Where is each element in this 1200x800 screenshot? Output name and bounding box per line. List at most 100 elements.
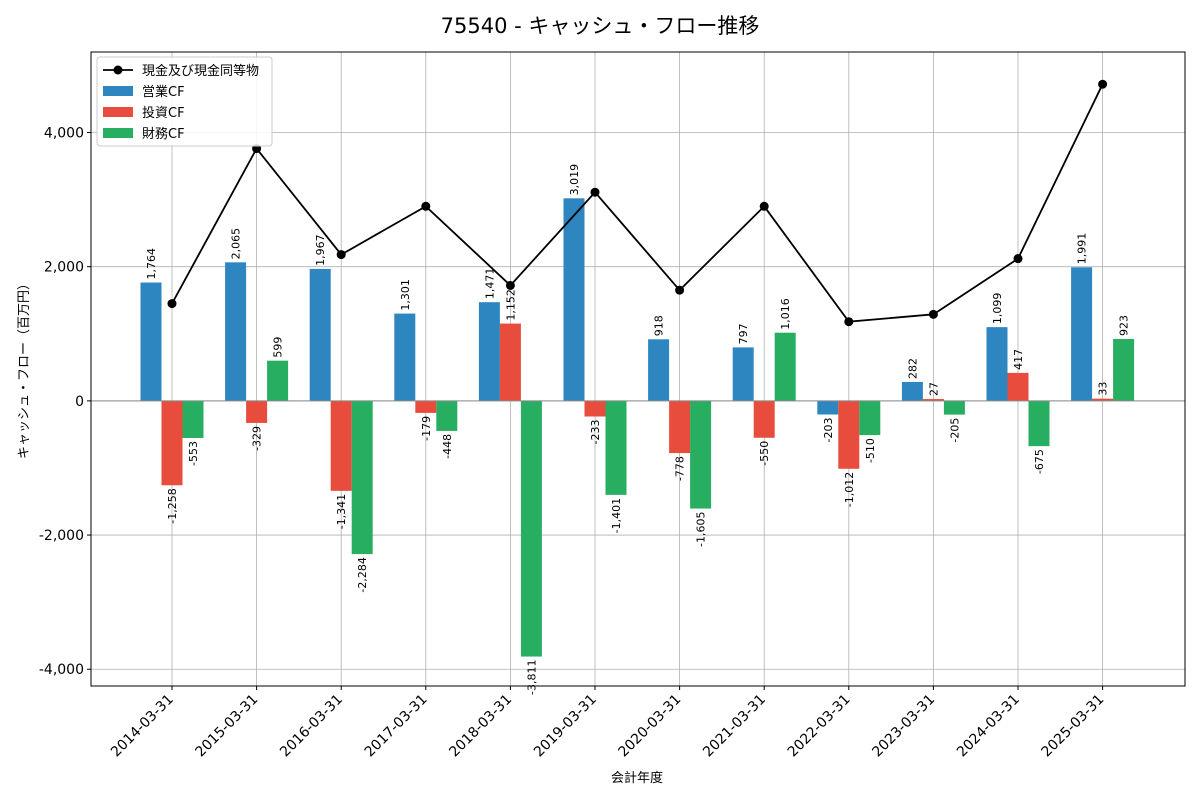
bar-value-label: -550 xyxy=(758,441,771,466)
bar-investing-cf xyxy=(584,400,606,417)
grid-lines xyxy=(91,52,1185,686)
x-tick-label: 2017-03-31 xyxy=(362,692,431,761)
bar-operating-cf xyxy=(563,198,585,401)
legend-label: 投資CF xyxy=(142,105,185,121)
bar-financing-cf xyxy=(690,400,712,509)
x-tick-label: 2023-03-31 xyxy=(869,692,938,761)
bar-value-label: -3,811 xyxy=(525,660,538,695)
bar-value-label: 1,967 xyxy=(314,234,327,266)
bar-value-label: 599 xyxy=(272,337,285,358)
x-tick-label: 2015-03-31 xyxy=(193,692,262,761)
bar-value-label: 797 xyxy=(737,323,750,344)
bar-value-label: -510 xyxy=(864,438,877,463)
legend-bar-swatch xyxy=(103,128,133,138)
bar-value-label: -205 xyxy=(948,418,961,443)
cash-equivalents-point xyxy=(336,250,346,260)
y-tick-label: -2,000 xyxy=(39,528,84,544)
bar-value-label: -1,605 xyxy=(695,512,708,547)
bar-investing-cf xyxy=(415,400,437,413)
legend-label: 営業CF xyxy=(142,84,185,100)
bar-value-label: -1,341 xyxy=(335,494,348,529)
bar-value-label: -778 xyxy=(674,456,687,481)
y-tick-label: 4,000 xyxy=(44,126,84,142)
bar-value-label: 33 xyxy=(1097,382,1110,396)
bars xyxy=(140,198,1135,657)
y-axis-title: キャッシュ・フロー（百万円） xyxy=(17,277,32,459)
bar-financing-cf xyxy=(182,400,204,438)
bar-value-label: 918 xyxy=(653,315,666,336)
bar-financing-cf xyxy=(436,400,458,431)
bar-investing-cf xyxy=(753,400,775,438)
bar-financing-cf xyxy=(1113,338,1135,401)
bar-financing-cf xyxy=(267,360,289,401)
bar-value-label: 282 xyxy=(906,358,919,379)
bar-value-label: 2,065 xyxy=(230,228,243,260)
bar-operating-cf xyxy=(478,302,500,401)
bar-financing-cf xyxy=(943,400,965,415)
bar-operating-cf xyxy=(394,313,416,401)
x-tick-label: 2021-03-31 xyxy=(700,692,769,761)
bar-value-label: -179 xyxy=(420,416,433,441)
bar-investing-cf xyxy=(838,400,860,469)
legend-bar-swatch xyxy=(103,107,133,117)
bar-operating-cf xyxy=(140,282,162,401)
bar-investing-cf xyxy=(330,400,352,491)
cash-equivalents-point xyxy=(1013,254,1023,264)
cash-equivalents-point xyxy=(844,317,854,327)
bar-value-label: 1,099 xyxy=(991,293,1004,325)
x-tick-label: 2018-03-31 xyxy=(446,692,515,761)
cash-equivalents-point xyxy=(759,201,769,211)
bar-investing-cf xyxy=(922,399,944,401)
bar-value-label: 923 xyxy=(1118,315,1131,336)
bar-value-label: -203 xyxy=(822,417,835,442)
x-tick-label: 2014-03-31 xyxy=(108,692,177,761)
x-tick-label: 2020-03-31 xyxy=(616,692,685,761)
bar-operating-cf xyxy=(901,381,923,401)
y-tick-label: 2,000 xyxy=(44,260,84,276)
x-tick-label: 2024-03-31 xyxy=(954,692,1023,761)
bar-operating-cf xyxy=(1071,267,1093,401)
bar-operating-cf xyxy=(732,347,754,401)
bar-value-label: 27 xyxy=(927,382,940,396)
plot-frame xyxy=(90,51,1186,687)
cash-equivalents-point xyxy=(505,280,515,290)
bar-value-label: 1,301 xyxy=(399,279,412,311)
legend-label: 現金及び現金同等物 xyxy=(142,63,259,79)
legend-bar-swatch xyxy=(103,86,133,96)
data-labels: 1,764 2,065 1,967 1,301 1,471 3,019 918 797 -203… xyxy=(145,164,1131,695)
bar-value-label: 1,991 xyxy=(1076,233,1089,265)
bar-operating-cf xyxy=(986,327,1008,401)
x-tick-label: 2025-03-31 xyxy=(1039,692,1108,761)
legend-box xyxy=(96,56,273,147)
bar-value-label: 1,764 xyxy=(145,248,158,280)
bar-operating-cf xyxy=(309,268,331,401)
cash-equivalents-point xyxy=(590,187,600,197)
bar-value-label: 1,016 xyxy=(779,298,792,330)
bar-value-label: -233 xyxy=(589,419,602,444)
legend-marker-swatch xyxy=(113,65,123,75)
bar-financing-cf xyxy=(1028,400,1050,447)
bar-investing-cf xyxy=(669,400,691,454)
bar-value-label: 1,471 xyxy=(483,268,496,300)
y-tick-label: -4,000 xyxy=(39,662,84,678)
x-axis-title: 会計年度 xyxy=(611,770,663,786)
bar-value-label: -329 xyxy=(251,426,264,451)
bar-investing-cf xyxy=(499,323,521,401)
bar-value-label: 417 xyxy=(1012,349,1025,370)
bar-financing-cf xyxy=(774,332,796,401)
bar-investing-cf xyxy=(1092,398,1114,401)
bar-operating-cf xyxy=(648,339,670,401)
x-tick-label: 2019-03-31 xyxy=(531,692,600,761)
bar-investing-cf xyxy=(246,400,268,423)
x-tick-label: 2016-03-31 xyxy=(277,692,346,761)
cash-equivalents-point xyxy=(928,309,938,319)
cash-equivalents-point xyxy=(1098,79,1108,89)
x-axis-ticks: 2014-03-31 2015-03-31 2016-03-31 2017-03-31… xyxy=(108,686,1107,760)
bar-financing-cf xyxy=(605,400,627,495)
bar-operating-cf xyxy=(225,262,247,401)
bar-value-label: -675 xyxy=(1033,449,1046,474)
y-axis-ticks: -4,000 -2,000 0 2,000 4,000 xyxy=(39,126,91,678)
y-tick-label: 0 xyxy=(75,394,84,410)
